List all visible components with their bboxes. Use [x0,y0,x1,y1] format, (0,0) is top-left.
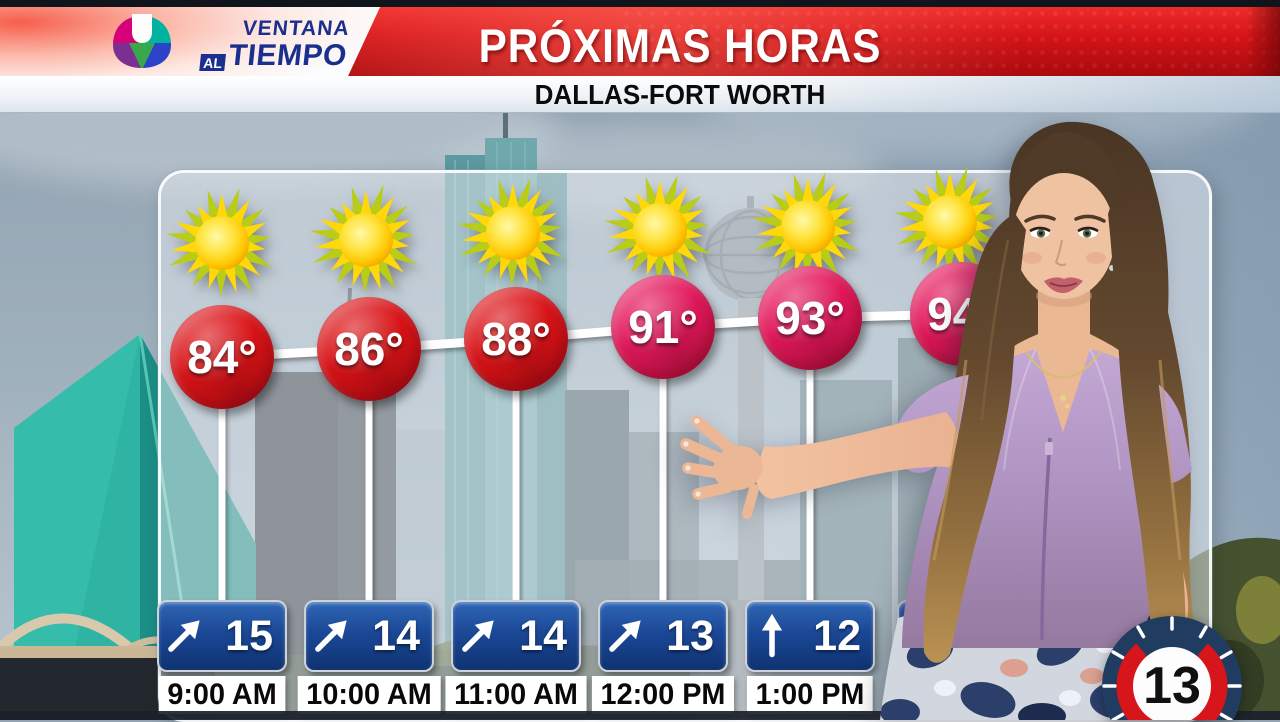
presenter-gesturing-arm [680,412,959,519]
univision-logo-notch [132,14,152,43]
presenter-face [1013,173,1115,299]
show-name-tiempo: TIEMPO [227,39,349,72]
banner-halftone-pattern [620,7,1280,76]
segment-title: PRÓXIMAS HORAS [478,19,882,72]
univision-logo [113,14,171,68]
show-name-line1: VENTANA [241,17,351,40]
presenter-necklace [1025,349,1103,409]
location-label: DALLAS-FORT WORTH [534,79,826,110]
bottom-edge-strip [0,711,1280,720]
header-banner: VENTANA AL TIEMPO PRÓXIMAS HORAS [0,7,1280,76]
countdown-clock: 13 [1102,616,1242,720]
countdown-face [1133,647,1211,720]
banner-right-shade [1246,7,1280,76]
presenter-hair-fringe [1009,132,1123,240]
top-edge-strip [0,0,1280,7]
countdown-progress-arc [1116,643,1228,720]
countdown-value: 13 [1143,657,1201,715]
location-bar: DALLAS-FORT WORTH [0,76,1280,113]
countdown-ticks [1102,616,1242,720]
show-name-al: AL [199,54,226,71]
show-wordmark: VENTANA AL TIEMPO [183,17,351,72]
banner-logo-area [0,7,380,76]
